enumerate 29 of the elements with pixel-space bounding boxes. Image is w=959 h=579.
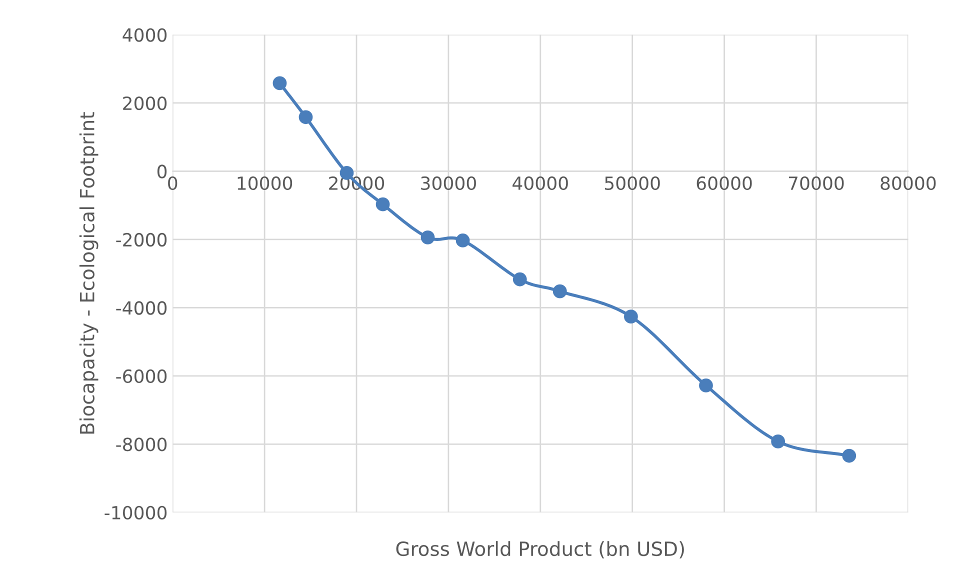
x-tick-label: 60000 (696, 176, 752, 190)
y-tick-label: -10000 (104, 506, 167, 520)
y-tick-label: -2000 (116, 232, 167, 247)
point (376, 197, 390, 212)
x-tick-label: 30000 (421, 176, 476, 190)
y-tick-label: 2000 (123, 96, 167, 110)
y-tick-label: 4000 (122, 28, 167, 42)
point (512, 272, 527, 286)
y-tick-label: -4000 (116, 301, 167, 315)
x-tick-label: 50000 (605, 176, 660, 190)
y-tick-label: -6000 (116, 369, 167, 384)
x-tick-label: 40000 (512, 176, 568, 190)
x-tick-label: 70000 (788, 176, 844, 190)
y-tick-label: -8000 (116, 438, 167, 452)
x-axis-title: Gross World Product (bn USD) (396, 541, 684, 558)
point (624, 310, 638, 324)
x-tick-label: 80000 (880, 176, 936, 190)
point (699, 378, 713, 392)
point (842, 448, 856, 463)
y-axis-title: Biocapacity - Ecological Footprint (79, 112, 98, 434)
x-tick-label: 10000 (238, 176, 292, 190)
y-tick-label: 0 (157, 164, 167, 178)
point (420, 230, 435, 244)
point (298, 110, 313, 124)
point (771, 434, 786, 448)
x-tick-label: 0 (168, 176, 178, 190)
point (552, 284, 567, 298)
point (272, 76, 287, 90)
point (456, 234, 470, 248)
